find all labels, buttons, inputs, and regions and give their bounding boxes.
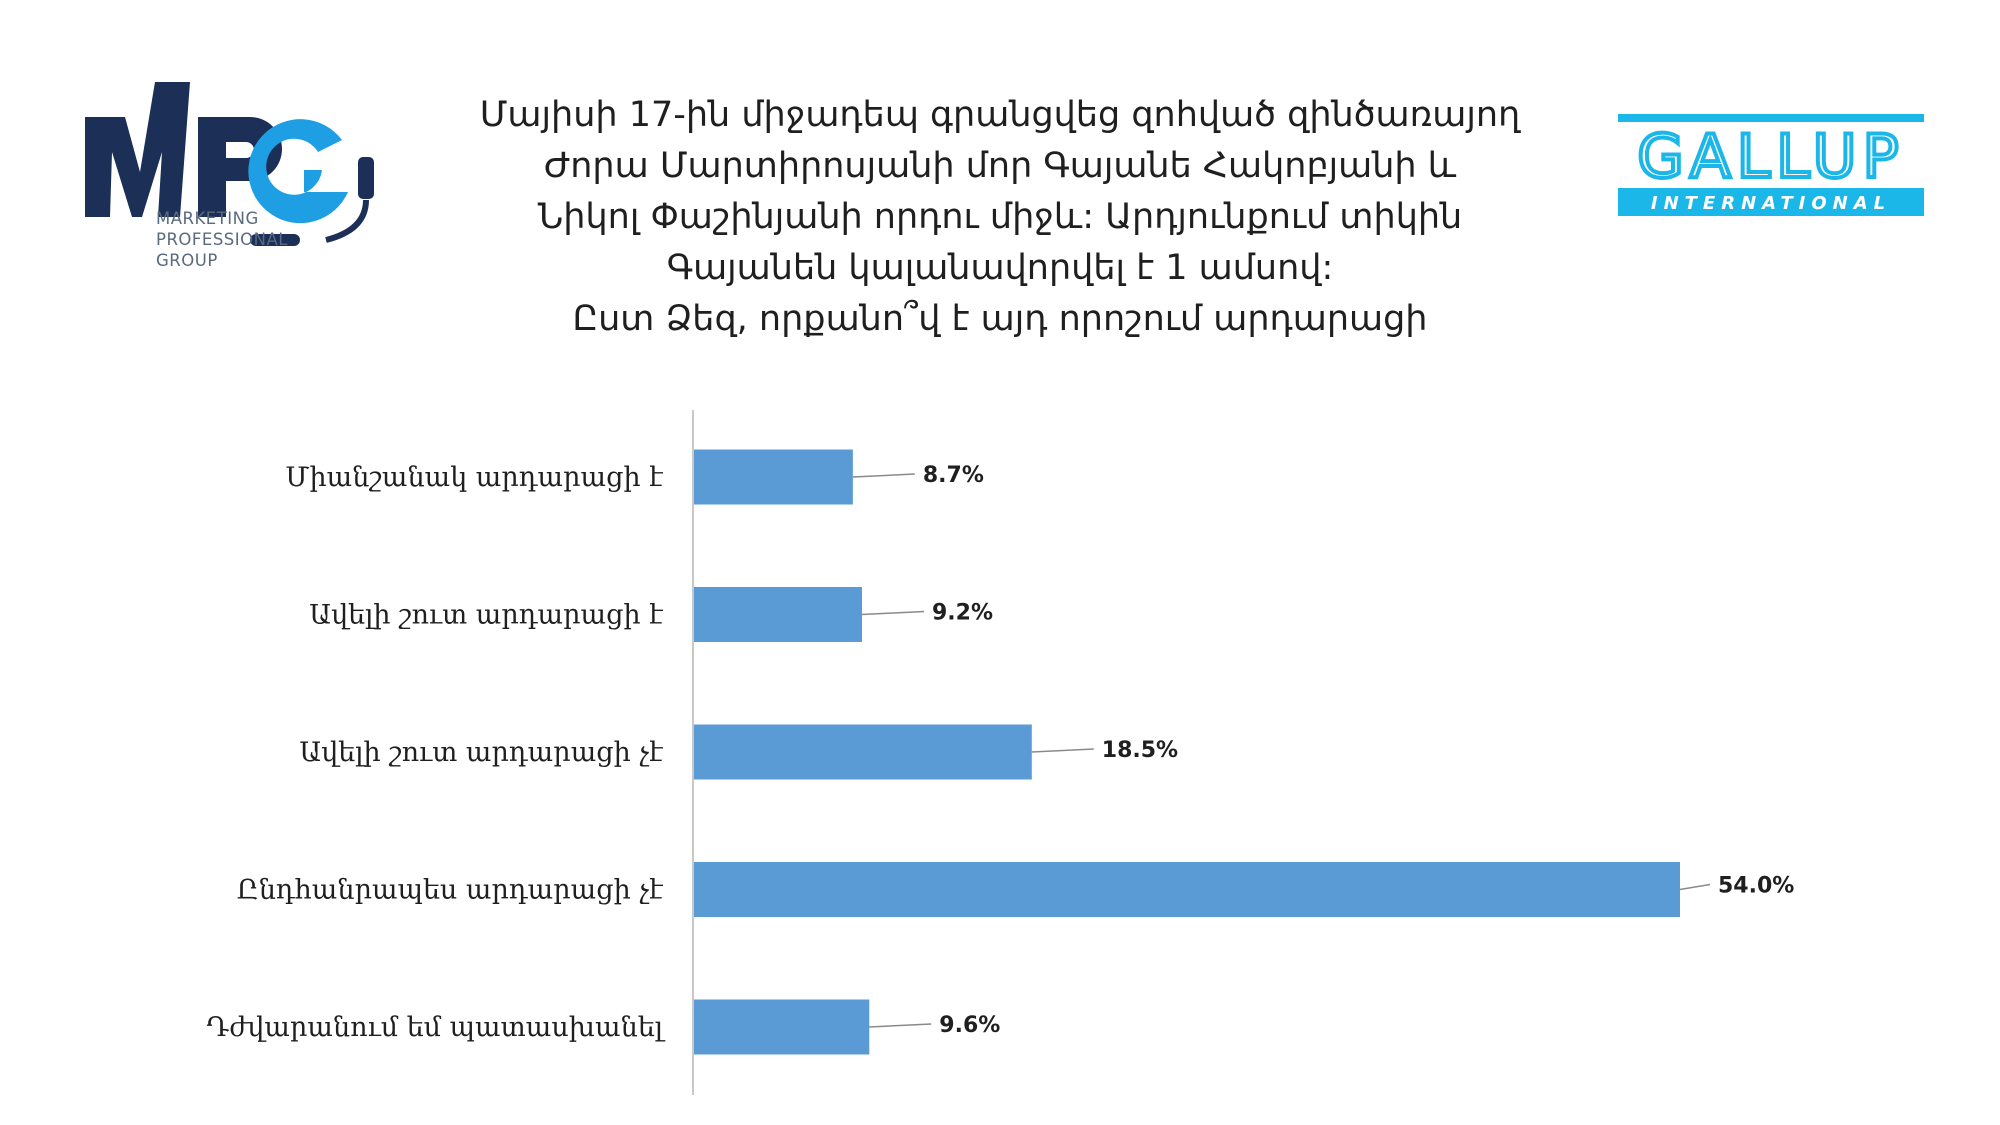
category-tick-label: Ավելի շուտ արդարացի է [309, 600, 663, 631]
bar [694, 587, 862, 642]
mpg-logo-headset-mic [325, 199, 369, 243]
category-tick-label: Միանշանակ արդարացի է [285, 462, 663, 493]
gallup-tagline: INTERNATIONAL [1651, 193, 1891, 214]
title-line: Նիկոլ Փաշինյանի որդու միջև: Արդյունքում … [537, 197, 1463, 237]
category-tick-label: Ավելի շուտ արդարացի չէ [299, 737, 663, 768]
data-label: 9.2% [932, 601, 993, 626]
gallup-top-rule [1618, 114, 1924, 122]
mpg-logo-m [85, 82, 190, 217]
page-title: Մայիսի 17-ին միջադեպ գրանցվեց զոհված զին… [360, 90, 1640, 345]
data-label-leader-line [1679, 883, 1711, 891]
data-label: 54.0% [1718, 874, 1794, 899]
bar [694, 999, 870, 1055]
data-label: 9.6% [939, 1013, 1000, 1038]
mpg-subtitle-line: MARKETING [156, 209, 259, 228]
mpg-logo-g [248, 119, 348, 224]
data-label-leader-line [869, 1023, 932, 1028]
bar [694, 862, 1680, 917]
data-label-leader-line [852, 473, 915, 478]
title-line: Ըստ Ձեզ, որքանո՞վ է այդ որոշում արդարացի [572, 299, 1428, 339]
gallup-logo: GALLUP INTERNATIONAL [1618, 114, 1924, 216]
gallup-tagline-bar [1618, 188, 1924, 216]
data-label-leader-line [1031, 748, 1094, 753]
title-line: Գայանեն կալանավորվել է 1 ամսով: [666, 248, 1334, 288]
gallup-wordmark: GALLUP [1637, 122, 1905, 192]
data-label: 18.5% [1102, 738, 1178, 763]
category-tick-label: Ընդհանրապես արդարացի չէ [237, 875, 663, 906]
bar [694, 724, 1032, 780]
mpg-logo [85, 82, 374, 246]
data-label: 8.7% [923, 463, 984, 488]
mpg-logo-subtitle: MARKETING PROFESSIONAL GROUP [156, 208, 288, 271]
bar [694, 449, 853, 505]
category-tick-label: Դժվարանում եմ պատասխանել [206, 1012, 665, 1043]
mpg-logo-headset-bar [358, 157, 374, 199]
title-line: Ժորա Մարտիրոսյանի մոր Գայանե Հակոբյանի և [543, 146, 1457, 186]
title-line: Մայիսի 17-ին միջադեպ գրանցվեց զոհված զին… [479, 95, 1521, 135]
mpg-subtitle-line: PROFESSIONAL [156, 230, 288, 249]
mpg-logo-mic-tip [250, 234, 300, 246]
mpg-subtitle-line: GROUP [156, 251, 218, 270]
data-label-leader-line [861, 610, 925, 616]
